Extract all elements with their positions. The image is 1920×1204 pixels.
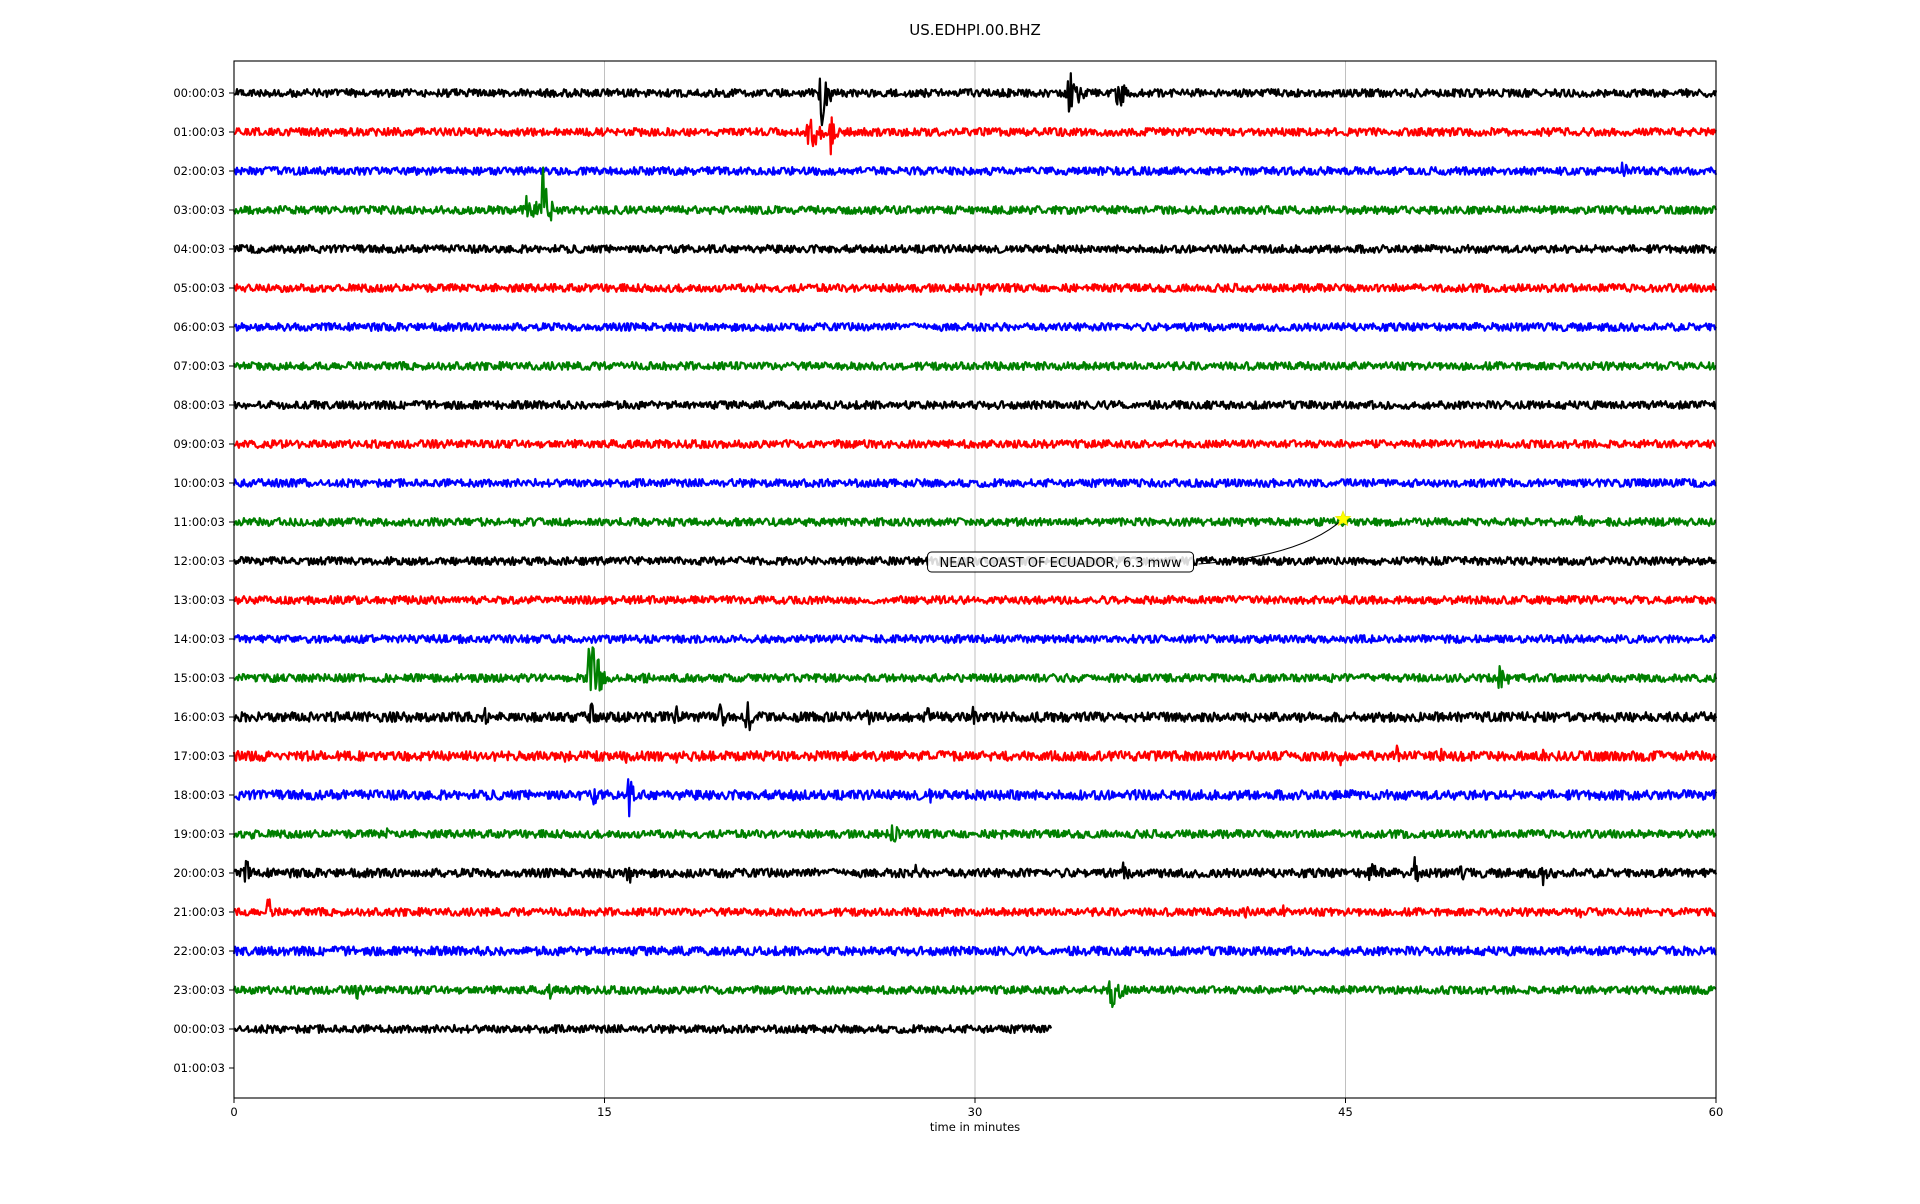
- x-tick-label: 0: [230, 1105, 237, 1119]
- trace-row-8: [233, 399, 1717, 410]
- x-grid: [604, 61, 1346, 1098]
- trace-row-1: [233, 116, 1717, 156]
- trace-row-15: [233, 646, 1718, 692]
- y-tick-label: 08:00:03: [173, 398, 225, 412]
- y-tick-label: 02:00:03: [173, 164, 225, 178]
- trace-row-4: [232, 243, 1718, 254]
- y-tick-label: 16:00:03: [173, 710, 225, 724]
- trace-row-19: [232, 824, 1717, 843]
- chart-title: US.EDHPI.00.BHZ: [909, 21, 1041, 39]
- y-tick-label: 11:00:03: [173, 515, 225, 529]
- x-axis-label: time in minutes: [930, 1120, 1020, 1134]
- seismic-traces: [232, 72, 1718, 1035]
- trace-row-22: [232, 945, 1717, 957]
- trace-row-16: [232, 701, 1718, 732]
- y-tick-label: 01:00:03: [173, 1061, 225, 1075]
- y-tick-label: 03:00:03: [173, 203, 225, 217]
- trace-row-2: [233, 161, 1718, 178]
- trace-row-14: [232, 633, 1717, 645]
- y-tick-label: 10:00:03: [173, 476, 225, 490]
- y-tick-label: 07:00:03: [173, 359, 225, 373]
- annotation-box: [927, 551, 1195, 573]
- annotation-text: NEAR COAST OF ECUADOR, 6.3 mww: [939, 556, 1181, 571]
- trace-row-24: [233, 1023, 1053, 1035]
- trace-row-11: [232, 515, 1717, 528]
- trace-row-23: [232, 980, 1717, 1009]
- y-tick-label: 04:00:03: [173, 242, 225, 256]
- y-tick-label: 21:00:03: [173, 905, 225, 919]
- trace-row-13: [233, 594, 1717, 606]
- event-star-marker: [1334, 510, 1352, 527]
- trace-row-20: [233, 856, 1718, 887]
- y-tick-label: 13:00:03: [173, 593, 225, 607]
- trace-row-6: [233, 321, 1718, 333]
- trace-row-9: [233, 438, 1717, 450]
- annotation-arrow: [1198, 518, 1344, 565]
- y-tick-label: 01:00:03: [173, 125, 225, 139]
- y-tick-label: 23:00:03: [173, 983, 225, 997]
- y-tick-label: 19:00:03: [173, 827, 225, 841]
- y-tick-label: 14:00:03: [173, 632, 225, 646]
- trace-row-5: [233, 282, 1718, 296]
- y-tick-label: 22:00:03: [173, 944, 225, 958]
- trace-row-3: [232, 166, 1718, 222]
- trace-row-18: [233, 778, 1718, 818]
- y-tick-label: 15:00:03: [173, 671, 225, 685]
- y-tick-label: 20:00:03: [173, 866, 225, 880]
- trace-row-0: [233, 72, 1718, 127]
- y-tick-label: 00:00:03: [173, 86, 225, 100]
- y-tick-label: 09:00:03: [173, 437, 225, 451]
- y-tick-label: 12:00:03: [173, 554, 225, 568]
- y-tick-label: 18:00:03: [173, 788, 225, 802]
- x-tick-label: 45: [1338, 1105, 1353, 1119]
- event-annotation-layer: NEAR COAST OF ECUADOR, 6.3 mww: [927, 510, 1352, 573]
- axes: 0 15 30 45 60 00:00:03 01:00:03 02:00:03 03:00:0…: [173, 60, 1724, 1119]
- y-tick-label: 17:00:03: [173, 749, 225, 763]
- y-tick-label: 06:00:03: [173, 320, 225, 334]
- x-tick-label: 60: [1709, 1105, 1724, 1119]
- trace-row-17: [232, 744, 1718, 767]
- x-tick-label: 30: [968, 1105, 983, 1119]
- trace-row-7: [232, 360, 1717, 372]
- trace-row-21: [233, 898, 1717, 919]
- y-tick-label: 00:00:03: [173, 1022, 225, 1036]
- y-tick-label: 05:00:03: [173, 281, 225, 295]
- trace-row-10: [232, 477, 1717, 489]
- x-tick-label: 15: [597, 1105, 612, 1119]
